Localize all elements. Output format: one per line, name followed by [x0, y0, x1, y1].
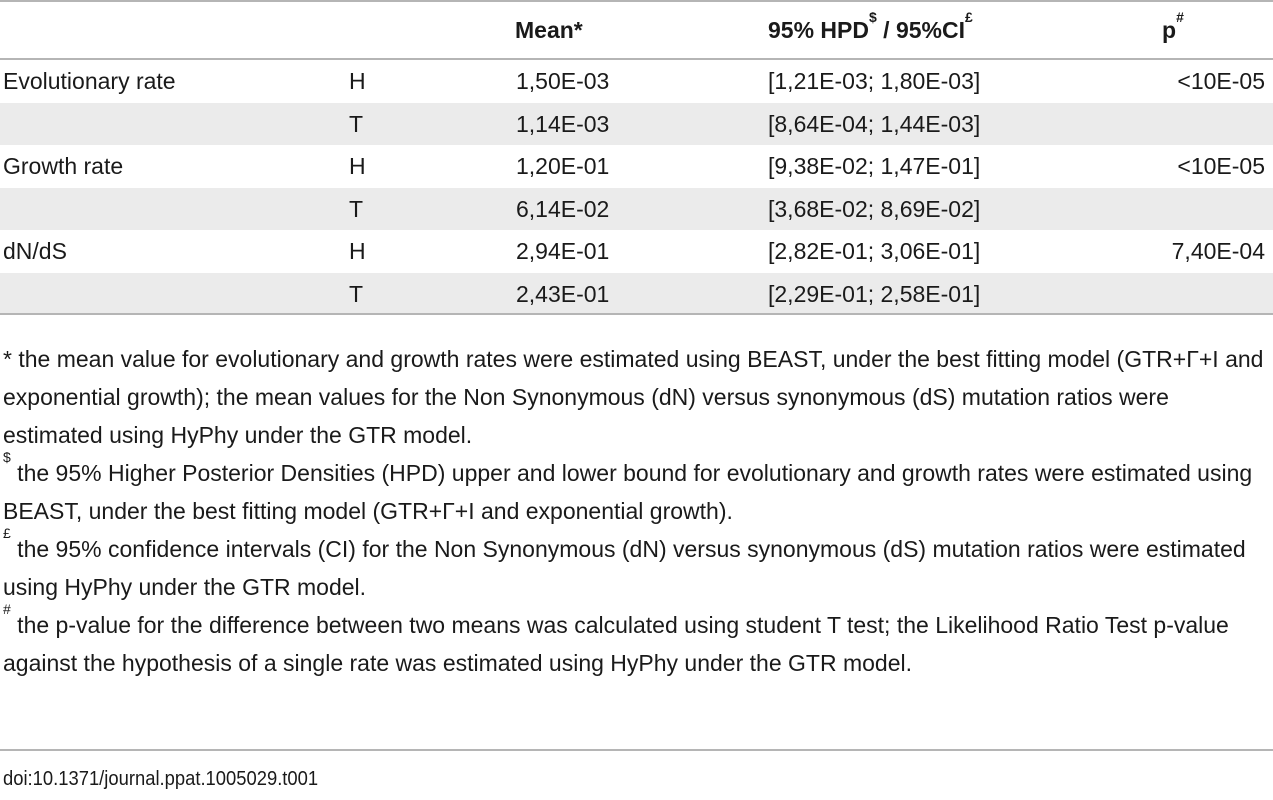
footnote-text: * the mean value for evolutionary and gr…: [3, 346, 1264, 448]
header-mean-label: Mean: [515, 17, 574, 43]
p-value-cell: <10E-05: [1177, 153, 1265, 179]
mean-cell: 2,94E-01: [516, 238, 610, 264]
metric-cell: Evolutionary rate: [3, 68, 176, 94]
mean-cell: 1,50E-03: [516, 68, 610, 94]
table-header-rule: [0, 58, 1273, 60]
interval-cell: [3,68E-02; 8,69E-02]: [768, 195, 981, 222]
footnote-mark: $: [3, 449, 11, 465]
mean-cell: 2,43E-01: [516, 280, 610, 307]
footnote: $ the 95% Higher Posterior Densities (HP…: [3, 450, 1269, 530]
group-cell: T: [349, 280, 364, 307]
header-interval: 95% HPD$ / 95%CI£: [768, 10, 973, 46]
table-row: T 1,14E-03 [8,64E-04; 1,44E-03]: [0, 102, 1273, 145]
table-row: dN/dS H 2,94E-01 [2,82E-01; 3,06E-01] 7,40E-…: [0, 230, 1273, 272]
mean-cell: 1,14E-03: [516, 110, 610, 137]
header-mean-mark: *: [573, 17, 583, 43]
interval-cell: [2,29E-01; 2,58E-01]: [768, 280, 981, 307]
doi-label: doi:10.1371/journal.ppat.1005029.t001: [3, 768, 319, 790]
footnote: * the mean value for evolutionary and gr…: [3, 340, 1269, 454]
metric-cell: dN/dS: [3, 238, 67, 264]
table-row: Evolutionary rate H 1,50E-03 [1,21E-03; 1,8…: [0, 60, 1273, 102]
header-hpd-label: 95% HPD: [768, 17, 869, 43]
header-hpd-mark: $: [868, 9, 877, 25]
group-cell: T: [349, 195, 364, 222]
footnote-text: the p-value for the difference between t…: [3, 612, 1229, 676]
footnote-text: the 95% confidence intervals (CI) for th…: [3, 536, 1246, 600]
header-p-label: p: [1162, 17, 1177, 43]
header-p: p#: [1162, 10, 1184, 46]
interval-cell: [1,21E-03; 1,80E-03]: [768, 68, 981, 94]
footnote-mark: £: [3, 525, 11, 541]
group-cell: H: [349, 238, 366, 264]
table-row: T 6,14E-02 [3,68E-02; 8,69E-02]: [0, 187, 1273, 230]
table-bottom-rule: [0, 313, 1273, 315]
p-value-cell: 7,40E-04: [1171, 238, 1265, 264]
interval-cell: [8,64E-04; 1,44E-03]: [768, 110, 981, 137]
table-footnotes: * the mean value for evolutionary and gr…: [3, 340, 1269, 682]
doi-rule: [0, 749, 1273, 751]
table-top-rule: [0, 0, 1273, 2]
header-p-mark: #: [1176, 9, 1184, 25]
table-row: Growth rate H 1,20E-01 [9,38E-02; 1,47E-01]…: [0, 145, 1273, 187]
metric-cell: Growth rate: [3, 153, 124, 179]
header-ci-mark: £: [965, 9, 973, 25]
table-row: T 2,43E-01 [2,29E-01; 2,58E-01]: [0, 272, 1273, 315]
interval-cell: [2,82E-01; 3,06E-01]: [768, 238, 981, 264]
footnote-text: the 95% Higher Posterior Densities (HPD)…: [3, 460, 1253, 524]
footnote-mark: #: [3, 601, 11, 617]
mean-cell: 1,20E-01: [516, 153, 610, 179]
interval-cell: [9,38E-02; 1,47E-01]: [768, 153, 981, 179]
group-cell: H: [349, 68, 366, 94]
group-cell: H: [349, 153, 366, 179]
p-value-cell: <10E-05: [1177, 68, 1265, 94]
header-ci-label: / 95%CI: [876, 17, 965, 43]
footnote: £ the 95% confidence intervals (CI) for …: [3, 526, 1269, 606]
footnote: # the p-value for the difference between…: [3, 602, 1269, 682]
group-cell: T: [349, 110, 364, 137]
mean-cell: 6,14E-02: [516, 195, 610, 222]
header-mean: Mean*: [515, 14, 583, 46]
